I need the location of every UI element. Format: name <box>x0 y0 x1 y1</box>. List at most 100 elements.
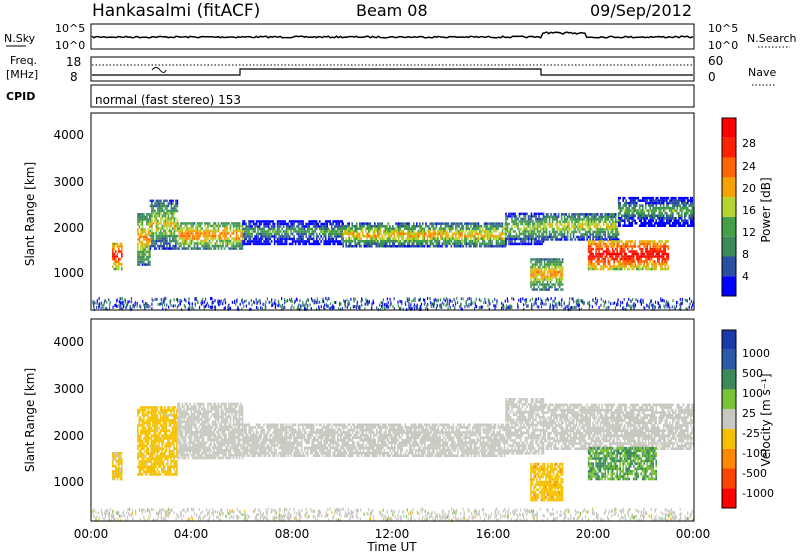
echo-cell <box>685 209 688 212</box>
echo-cell <box>157 244 159 248</box>
ground-scatter-cell <box>416 303 418 307</box>
echo-cell <box>387 227 390 230</box>
ground-scatter-cell <box>132 304 134 308</box>
echo-cell <box>638 262 641 266</box>
ground-scatter-cell <box>313 301 315 305</box>
echo-cell <box>623 219 626 222</box>
echo-cell <box>293 237 295 241</box>
echo-cell <box>465 245 468 248</box>
echo-cell <box>226 227 229 230</box>
echo-cell <box>269 242 271 246</box>
echo-cell <box>384 240 387 243</box>
ground-scatter-cell <box>145 302 147 306</box>
echo-cell <box>264 237 267 241</box>
echo-cell <box>414 237 417 240</box>
echo-cell <box>596 235 599 239</box>
echo-cell <box>631 219 633 222</box>
echo-cell <box>186 227 188 230</box>
echo-cell <box>207 222 209 225</box>
echo-cell <box>278 220 280 223</box>
echo-cell <box>664 262 667 266</box>
echo-cell <box>593 218 596 221</box>
ground-scatter-cell <box>217 302 219 306</box>
echo-cell <box>536 283 538 286</box>
echo-cell <box>628 214 630 217</box>
echo-cell <box>656 255 659 258</box>
echo-cell <box>161 227 164 230</box>
echo-cell <box>542 283 544 286</box>
echo-cell <box>523 240 525 243</box>
echo-cell <box>628 255 630 258</box>
echo-cell <box>160 227 162 230</box>
echo-cell <box>163 219 165 223</box>
echo-cell <box>485 235 487 238</box>
echo-cell <box>279 237 282 241</box>
echo-cell <box>676 219 679 222</box>
echo-cell <box>637 255 639 258</box>
echo-cell <box>173 239 176 243</box>
echo-cell <box>655 255 657 258</box>
echo-cell <box>655 262 657 266</box>
echo-cell <box>679 224 682 227</box>
echo-cell <box>589 242 591 246</box>
echo-cell <box>559 233 561 236</box>
echo-cell <box>611 247 614 251</box>
echo-cell <box>659 204 662 207</box>
date-label: 09/Sep/2012 <box>590 1 692 20</box>
echo-cell <box>299 220 301 223</box>
echo-cell <box>598 257 600 261</box>
echo-cell <box>598 252 600 256</box>
echo-cell <box>599 233 602 236</box>
echo-cell <box>176 204 179 208</box>
echo-cell <box>431 232 433 235</box>
echo-cell <box>291 232 294 236</box>
echo-cell <box>320 240 322 243</box>
echo-cell <box>321 222 324 226</box>
echo-cell <box>458 242 460 245</box>
echo-cell <box>446 230 448 233</box>
echo-cell <box>557 238 560 241</box>
echo-cell <box>524 222 527 226</box>
echo-cell <box>503 227 505 230</box>
echo-cell <box>241 229 244 233</box>
echo-cell <box>601 240 603 243</box>
echo-cell <box>590 242 593 246</box>
echo-cell <box>532 225 534 228</box>
echo-cell <box>681 224 683 227</box>
ground-scatter-cell <box>207 304 210 308</box>
echo-cell <box>569 228 572 231</box>
echo-cell <box>634 199 636 202</box>
echo-cell <box>186 237 188 240</box>
echo-cell <box>223 229 226 233</box>
echo-cell <box>269 232 271 236</box>
echo-cell <box>468 240 471 243</box>
echo-cell <box>293 240 295 243</box>
echo-cell <box>471 222 474 225</box>
echo-cell <box>514 215 516 218</box>
echo-cell <box>690 219 692 222</box>
echo-cell <box>461 245 463 248</box>
echo-cell <box>266 240 268 243</box>
echo-cell <box>287 237 289 241</box>
echo-cell <box>685 219 688 222</box>
echo-cell <box>155 224 158 228</box>
echo-cell <box>543 263 546 266</box>
echo-cell <box>401 225 403 228</box>
echo-cell <box>459 227 462 230</box>
echo-cell <box>547 213 549 216</box>
ground-scatter-cell <box>504 299 506 303</box>
echo-cell <box>140 260 142 264</box>
echo-cell <box>691 199 694 202</box>
echo-cell <box>169 244 171 248</box>
echo-cell <box>583 228 585 231</box>
echo-cell <box>341 230 343 233</box>
echo-cell <box>614 247 617 251</box>
ground-scatter-cell <box>575 301 577 305</box>
echo-cell <box>569 233 572 236</box>
echo-cell <box>492 225 495 228</box>
ground-scatter-cell <box>454 305 456 309</box>
echo-cell <box>228 222 230 225</box>
ground-scatter-cell <box>475 305 477 308</box>
echo-cell <box>158 247 161 250</box>
echo-cell <box>163 239 165 243</box>
